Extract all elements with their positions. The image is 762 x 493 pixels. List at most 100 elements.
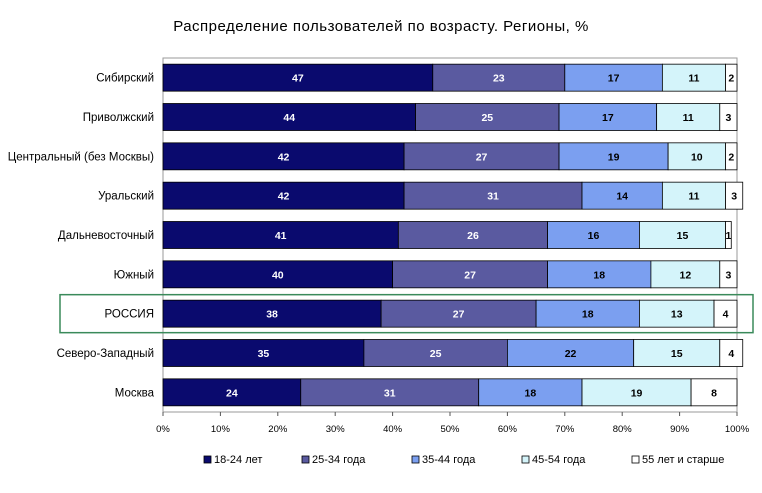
x-tick-label: 70% [555,424,575,435]
legend-label: 18-24 лет [214,454,262,466]
x-tick-label: 60% [498,424,518,435]
data-label: 11 [683,112,694,124]
x-tick-label: 50% [440,424,460,435]
data-label: 19 [608,151,620,163]
data-label: 4 [728,348,734,360]
bar-segment [162,63,434,92]
data-label: 23 [493,73,505,85]
legend-label: 35-44 года [422,454,476,466]
data-label: 15 [677,230,689,242]
bar-segment [478,378,583,407]
bar-segment [581,378,692,407]
x-tick-label: 0% [156,424,170,435]
bar-segment [547,221,640,249]
data-label: 13 [671,309,683,321]
data-label: 3 [725,269,731,281]
x-tick-label: 30% [326,424,346,435]
data-label: 19 [631,387,643,399]
bar-segment [661,181,726,210]
bar-segment [162,299,382,328]
data-label: 44 [283,112,295,124]
bar-segment [656,103,721,131]
data-label: 1 [725,230,731,242]
data-label: 27 [476,151,488,163]
chart-title: Распределение пользователей по возрасту.… [173,18,589,35]
bar-segment [432,63,566,92]
bar-segment [547,260,652,289]
data-label: 18 [525,387,537,399]
data-label: 25 [430,348,442,360]
legend-swatch [631,455,640,464]
data-label: 18 [582,309,594,321]
data-label: 18 [593,269,605,281]
bar-segment [415,103,560,131]
bar-segment [162,378,302,407]
data-label: 15 [671,348,683,360]
data-label: 14 [616,191,628,203]
bar-segment [725,181,744,210]
bar-segment [661,63,726,92]
data-label: 17 [602,112,614,124]
data-label: 17 [608,73,620,85]
data-label: 25 [481,112,493,124]
category-label: Уральский [98,191,154,203]
bar-segment [725,142,738,171]
bar-segment [363,339,508,367]
legend-swatch [521,455,530,464]
category-label: Северо-Западный [57,348,154,360]
data-label: 12 [679,269,691,281]
x-tick-label: 10% [211,424,231,435]
data-label: 31 [487,191,499,203]
data-label: 47 [292,73,304,85]
bar-segment [506,339,635,367]
legend-swatch [203,455,212,464]
data-label: 42 [278,151,290,163]
x-tick-label: 20% [268,424,288,435]
bar-segment [535,299,640,328]
data-label: 27 [453,309,465,321]
bar-segment [713,299,738,328]
highlight-frame [59,293,754,334]
legend-swatch [301,455,310,464]
category-label: Центральный (без Москвы) [8,151,154,163]
category-label: Сибирский [96,73,154,85]
bar-segment [403,181,583,210]
bar-segment [162,221,399,249]
category-label: РОССИЯ [104,309,154,321]
bar-segment [719,260,738,289]
data-label: 24 [226,387,238,399]
data-label: 11 [688,73,699,85]
data-label: 3 [731,191,737,203]
legend-label: 25-34 года [312,454,366,466]
data-label: 31 [384,387,396,399]
category-label: Дальневосточный [58,230,154,242]
bar-segment [725,221,732,249]
data-label: 40 [272,269,284,281]
bar-segment [403,142,560,171]
legend-label: 55 лет и старше [642,454,724,466]
bar-segment [392,260,548,289]
data-label: 2 [728,73,734,85]
bar-segment [650,260,721,289]
category-label: Южный [114,269,154,281]
bar-segment [558,142,669,171]
bar-segment [719,339,744,367]
data-label: 35 [258,348,270,360]
category-label: Приволжский [83,112,154,124]
legend-label: 45-54 года [532,454,586,466]
data-label: 11 [688,191,699,203]
bar-segment [564,63,663,92]
data-label: 16 [588,230,600,242]
data-label: 42 [278,191,290,203]
bar-segment [397,221,548,249]
bar-segment [162,103,416,131]
bar-segment [719,103,738,131]
bar-segment [667,142,726,171]
x-tick-label: 80% [613,424,633,435]
x-tick-label: 100% [725,424,750,435]
x-tick-label: 90% [670,424,690,435]
bar-segment [380,299,537,328]
bar-segment [639,299,715,328]
data-label: 38 [266,309,278,321]
